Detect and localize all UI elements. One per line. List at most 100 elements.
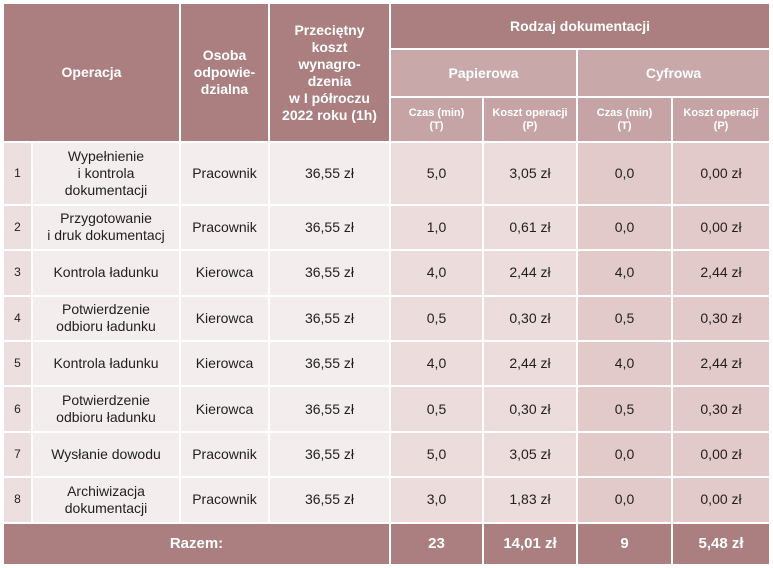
- header-doc-type: Rodzaj dokumentacji: [388, 1, 772, 51]
- total-paper-time: 23: [389, 521, 484, 566]
- total-label: Razem:: [2, 521, 391, 566]
- wage-cell: 36,55 zł: [268, 249, 391, 297]
- operation-line: odbioru ładunku: [56, 318, 156, 335]
- header-paper: Papierowa: [389, 48, 578, 98]
- header-time-label: Czas (min): [408, 106, 465, 119]
- paper-time-cell: 4,0: [389, 339, 484, 388]
- header-cost-sub: (P): [522, 119, 538, 132]
- digital-time-cell: 4,0: [576, 249, 673, 297]
- header-wage-line: koszt: [311, 38, 348, 55]
- row-number: 6: [2, 385, 33, 433]
- header-wage-line: dzenia: [307, 72, 352, 89]
- operation-cell: Wypełnienie i kontrola dokumentacji: [31, 141, 181, 206]
- table-row: 1 Wypełnienie i kontrola dokumentacji Pracow…: [2, 141, 772, 206]
- digital-cost-cell: 2,44 zł: [670, 339, 772, 388]
- row-number: 3: [2, 249, 33, 297]
- person-cell: Kierowca: [179, 385, 270, 433]
- header-person: Osoba odpowie- dzialna: [179, 1, 270, 144]
- header-cost-label: Koszt operacji: [683, 106, 759, 119]
- wage-cell: 36,55 zł: [268, 294, 391, 342]
- header-time-sub: (T): [617, 119, 632, 132]
- table-row: 3 Kontrola ładunku Kierowca 36,55 zł 4,0 2,44…: [2, 249, 772, 297]
- operation-line: Archiwizacja: [67, 482, 145, 499]
- digital-time-cell: 0,0: [576, 476, 673, 524]
- table-row: 4 Potwierdzenie odbioru ładunku Kierowca 36,…: [2, 294, 772, 342]
- paper-time-cell: 0,5: [389, 294, 484, 342]
- digital-time-cell: 0,0: [576, 430, 673, 479]
- paper-time-cell: 0,5: [389, 385, 484, 433]
- wage-cell: 36,55 zł: [268, 203, 391, 252]
- header-operation: Operacja: [2, 1, 181, 144]
- header-person-line: odpowie-: [193, 64, 256, 81]
- digital-time-cell: 0,5: [576, 385, 673, 433]
- header-digital: Cyfrowa: [575, 48, 772, 98]
- operation-line: Potwierdzenie: [62, 392, 150, 409]
- digital-cost-cell: 2,44 zł: [670, 249, 772, 297]
- wage-cell: 36,55 zł: [268, 385, 391, 433]
- header-wage-line: w I półroczu: [289, 89, 370, 106]
- header-paper-time: Czas (min) (T): [389, 95, 484, 144]
- row-number: 8: [2, 476, 33, 524]
- operation-line: Wypełnienie: [67, 147, 145, 164]
- operation-line: i kontrola: [77, 164, 135, 181]
- person-cell: Pracownik: [179, 476, 270, 524]
- header-paper-cost: Koszt operacji (P): [482, 95, 578, 144]
- header-person-line: Osoba: [202, 47, 247, 64]
- row-number: 1: [2, 141, 33, 206]
- person-cell: Kierowca: [179, 249, 270, 297]
- operation-line: Kontrola ładunku: [53, 264, 159, 281]
- header-digital-cost: Koszt operacji (P): [670, 95, 772, 144]
- wage-cell: 36,55 zł: [268, 339, 391, 388]
- total-paper-cost: 14,01 zł: [482, 521, 578, 566]
- operation-line: Wysłanie dowodu: [51, 445, 161, 462]
- operation-line: odbioru ładunku: [56, 409, 156, 426]
- header-row-2: Papierowa Cyfrowa: [3, 48, 772, 98]
- digital-cost-cell: 0,30 zł: [670, 385, 772, 433]
- row-number: 5: [2, 339, 33, 388]
- table-row: 7 Wysłanie dowodu Pracownik 36,55 zł 5,0 3,05…: [2, 430, 772, 479]
- table-row: 2 Przygotowanie i druk dokumentacj Pracowni…: [2, 203, 772, 252]
- paper-cost-cell: 1,83 zł: [482, 476, 578, 524]
- operation-line: i druk dokumentacj: [47, 227, 165, 244]
- digital-time-cell: 0,5: [576, 294, 673, 342]
- person-cell: Pracownik: [179, 141, 270, 206]
- paper-cost-cell: 0,61 zł: [482, 203, 578, 252]
- operation-line: Kontrola ładunku: [53, 355, 159, 372]
- digital-cost-cell: 0,00 zł: [670, 203, 772, 252]
- table-row: 5 Kontrola ładunku Kierowca 36,55 zł 4,0 2,44…: [2, 339, 772, 388]
- paper-cost-cell: 0,30 zł: [482, 294, 578, 342]
- wage-cell: 36,55 zł: [268, 141, 391, 206]
- header-time-label: Czas (min): [596, 106, 653, 119]
- digital-cost-cell: 0,00 zł: [670, 430, 772, 479]
- total-row: Razem: 23 14,01 zł 9 5,48 zł: [2, 521, 772, 566]
- operation-cell: Kontrola ładunku: [31, 339, 181, 388]
- header-row-1: Operacja Osoba odpowie- dzialna Przecięt…: [2, 1, 772, 144]
- total-digital-time: 9: [576, 521, 673, 566]
- paper-cost-cell: 3,05 zł: [482, 141, 578, 206]
- operation-cell: Potwierdzenie odbioru ładunku: [31, 294, 181, 342]
- paper-cost-cell: 2,44 zł: [482, 249, 578, 297]
- table-row: 8 Archiwizacja dokumentacji Pracownik 36,55 …: [2, 476, 772, 524]
- paper-cost-cell: 0,30 zł: [482, 385, 578, 433]
- digital-time-cell: 0,0: [576, 141, 673, 206]
- paper-time-cell: 5,0: [389, 430, 484, 479]
- digital-time-cell: 4,0: [576, 339, 673, 388]
- paper-time-cell: 4,0: [389, 249, 484, 297]
- person-cell: Pracownik: [179, 430, 270, 479]
- header-time-sub: (T): [429, 119, 444, 132]
- header-cost-sub: (P): [713, 119, 729, 132]
- header-person-line: dzialna: [200, 81, 249, 98]
- paper-time-cell: 5,0: [389, 141, 484, 206]
- header-wage-line: 2022 roku (1h): [282, 106, 377, 123]
- row-number: 4: [2, 294, 33, 342]
- operation-line: Potwierdzenie: [62, 301, 150, 318]
- paper-time-cell: 3,0: [389, 476, 484, 524]
- row-number: 2: [2, 203, 33, 252]
- paper-cost-cell: 2,44 zł: [482, 339, 578, 388]
- header-wage: Przeciętny koszt wynagro- dzenia w I pół…: [268, 1, 391, 144]
- operation-line: dokumentacji: [64, 499, 148, 516]
- total-digital-cost: 5,48 zł: [670, 521, 772, 566]
- digital-time-cell: 0,0: [576, 203, 673, 252]
- header-digital-time: Czas (min) (T): [576, 95, 673, 144]
